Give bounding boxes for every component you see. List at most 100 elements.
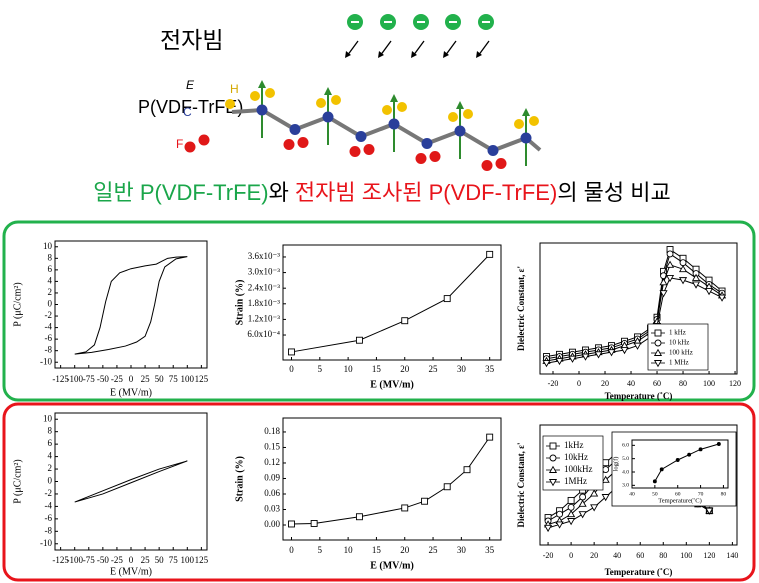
marker	[401, 504, 409, 512]
marker	[590, 504, 599, 512]
marker	[542, 360, 551, 368]
marker	[567, 496, 575, 504]
marker	[463, 466, 471, 474]
arrow-head	[456, 101, 464, 109]
atom-label: C	[183, 105, 192, 119]
marker	[567, 503, 575, 511]
legend-label: 10kHz	[564, 452, 588, 462]
marker	[486, 250, 494, 258]
x-tick-label: 75	[169, 555, 179, 565]
irradiated-panel	[2, 402, 756, 582]
y-tick-label: 0.09	[264, 473, 280, 483]
x-tick-label: 0	[289, 364, 294, 374]
y-tick-label: 10	[43, 241, 53, 251]
marker	[679, 259, 687, 267]
y-tick-label: 2	[48, 287, 53, 297]
x-tick-label: 80	[679, 379, 687, 388]
title-part: 전자빔 조사된 P(VDF-TrFE)	[295, 180, 557, 205]
x-tick-label: 100	[181, 555, 195, 565]
x-tick-label: 5	[318, 364, 323, 374]
x-tick-label: 75	[169, 374, 179, 384]
y-tick-label: 0.12	[264, 457, 280, 467]
marker	[443, 483, 451, 491]
y-axis-label: log(f)	[612, 457, 619, 472]
marker	[659, 290, 668, 298]
y-tick-label: 2	[48, 463, 53, 473]
title-part: 일반 P(VDF-TrFE)	[93, 180, 268, 205]
carbon	[421, 138, 433, 149]
x-tick-label: 15	[372, 545, 382, 555]
x-axis-label: Temperature (˚C)	[605, 567, 673, 577]
y-tick-label: 0	[48, 476, 53, 486]
x-axis-label: E (MV/m)	[370, 560, 414, 571]
y-tick-label: 4	[48, 451, 53, 461]
y-tick-label: 4.0	[622, 469, 629, 475]
series-line	[546, 264, 723, 362]
fluorine	[429, 151, 441, 162]
y-tick-label: 0	[48, 299, 53, 309]
marker	[602, 466, 610, 474]
marker	[717, 294, 727, 302]
x-tick-label: 80	[721, 491, 727, 497]
arrow-head	[411, 51, 417, 58]
y-tick-label: 6.0	[622, 443, 629, 449]
x-tick-label: 25	[429, 364, 439, 374]
marker	[578, 499, 587, 507]
atom-label: F	[176, 137, 183, 151]
x-tick-label: 30	[457, 364, 467, 374]
arrow-head	[378, 51, 384, 58]
y-tick-label: 5.0	[622, 456, 629, 462]
marker	[548, 465, 558, 473]
x-tick-label: 20	[601, 379, 609, 388]
carbon	[256, 104, 268, 116]
marker	[691, 281, 701, 289]
x-tick-label: 40	[613, 551, 621, 560]
marker	[666, 250, 674, 258]
x-tick-label: 35	[485, 364, 495, 374]
x-tick-label: 50	[155, 374, 165, 384]
carbon	[487, 145, 499, 156]
y-tick-label: 6.0x10⁻⁴	[247, 329, 280, 339]
marker	[567, 509, 576, 518]
fluorine	[283, 139, 295, 150]
y-axis-label: Dielectric Constant, ε'	[516, 266, 526, 351]
marker	[602, 459, 610, 467]
hydrogen	[514, 119, 524, 129]
x-tick-label: 100	[181, 374, 195, 384]
y-tick-label: 0.18	[264, 426, 280, 436]
y-tick-label: 0.15	[264, 442, 280, 452]
hydrogen	[397, 102, 407, 112]
marker	[594, 351, 603, 359]
plot-frame	[282, 417, 502, 541]
series-line	[546, 253, 723, 360]
x-tick-label: 70	[698, 491, 704, 497]
x-tick-label: 25	[429, 545, 439, 555]
x-tick-label: 100	[703, 379, 715, 388]
marker	[401, 317, 409, 325]
y-tick-label: 3.0	[622, 483, 629, 489]
marker	[678, 277, 688, 285]
series-line	[74, 256, 188, 355]
marker	[601, 475, 610, 483]
x-tick-label: 125	[195, 374, 209, 384]
fluorine	[184, 141, 196, 153]
x-tick-label: -100	[66, 555, 83, 565]
arrow-head	[390, 94, 398, 102]
marker	[310, 520, 318, 527]
y-tick-label: -4	[45, 500, 53, 510]
plot-frame	[54, 412, 208, 551]
fluorine	[363, 144, 375, 155]
marker	[687, 452, 692, 457]
title-part: 와	[269, 180, 295, 205]
x-axis-label: E (MV/m)	[110, 387, 152, 398]
marker	[691, 273, 701, 281]
marker	[567, 518, 576, 526]
x-tick-label: 15	[372, 364, 382, 374]
x-tick-label: 20	[590, 551, 598, 560]
x-axis-label: E (MV/m)	[370, 379, 414, 390]
y-tick-label: -6	[45, 333, 53, 343]
hydrogen	[463, 109, 473, 119]
hydrogen	[448, 112, 458, 122]
x-tick-label: -25	[111, 555, 123, 565]
marker	[601, 494, 610, 502]
